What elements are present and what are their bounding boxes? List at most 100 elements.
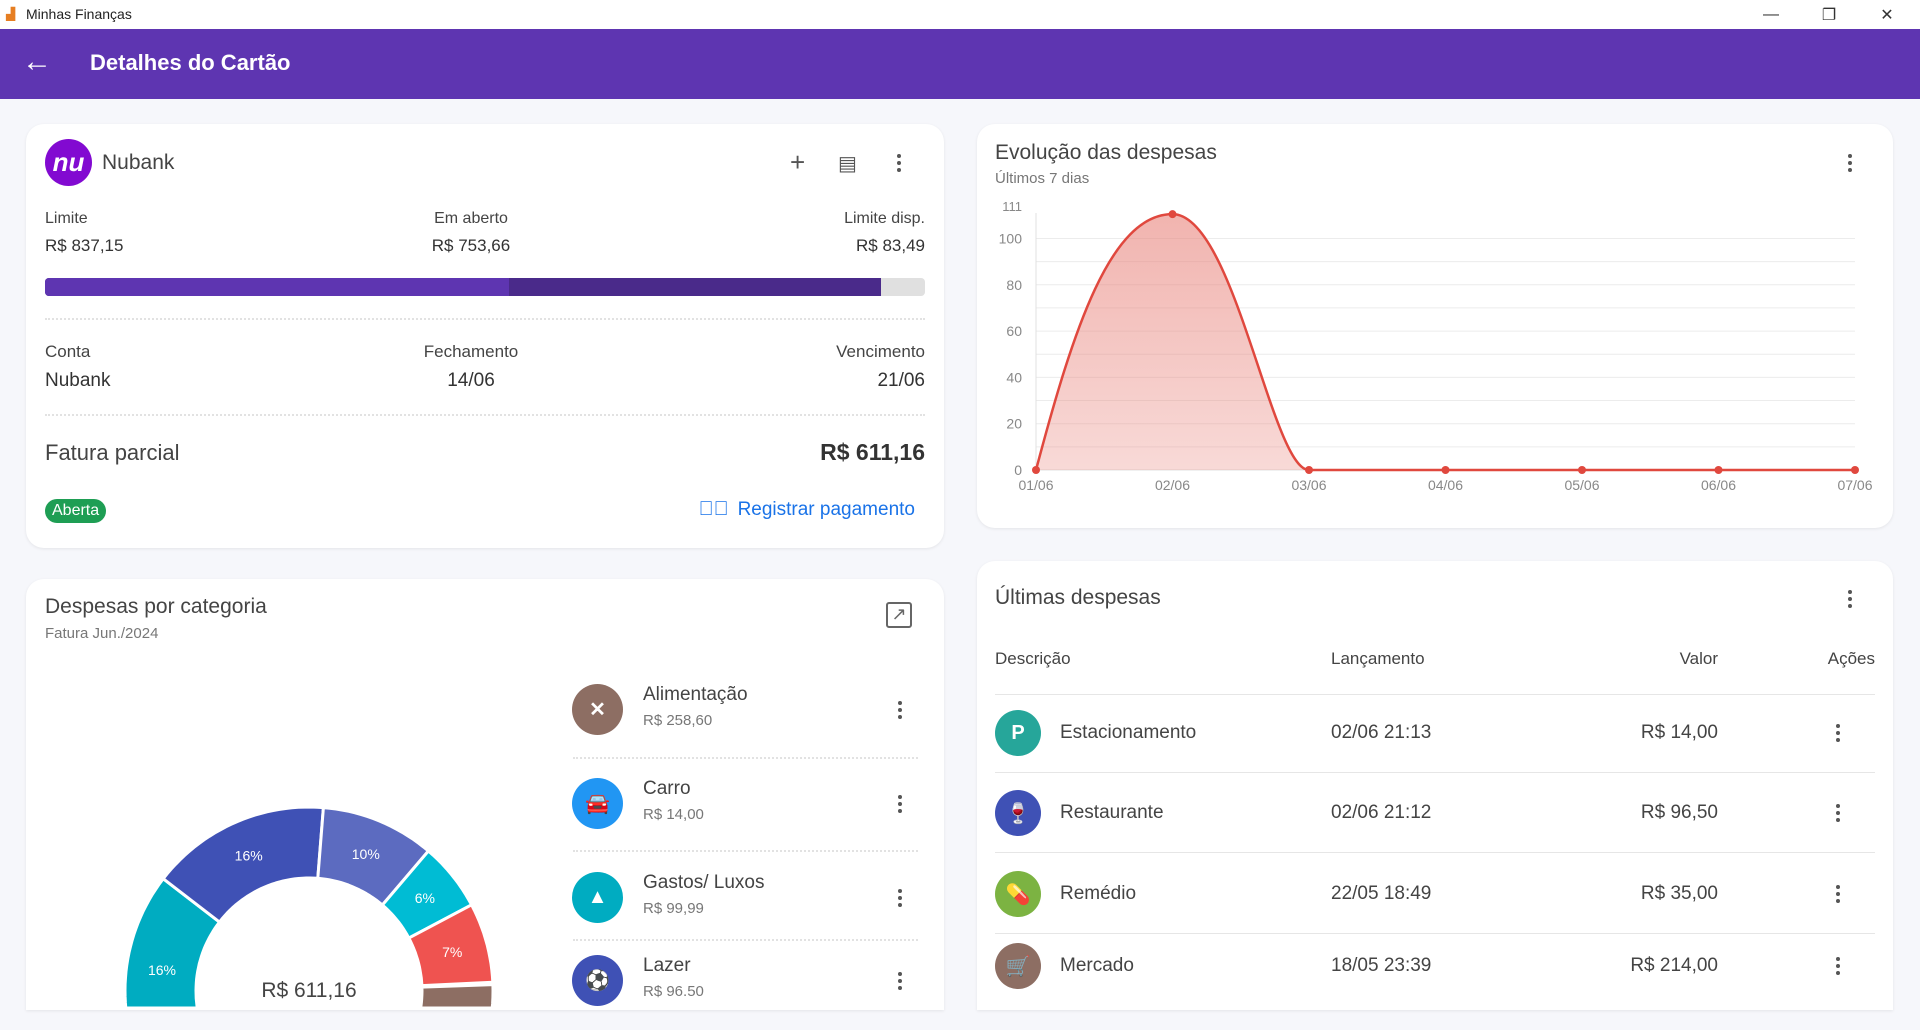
category-name: Alimentação [643, 684, 748, 705]
category-item[interactable]: ⚽ Lazer R$ 96.50 [572, 953, 932, 1007]
data-point[interactable] [1851, 466, 1859, 474]
parking-icon: P [995, 710, 1041, 756]
category-item[interactable]: 🚘 Carro R$ 14,00 [572, 776, 932, 830]
table-row[interactable]: 🍷 Restaurante 02/06 21:12 R$ 96,50 [995, 773, 1875, 853]
limite-label: Limite [45, 210, 88, 227]
col-descricao: Descrição [995, 649, 1071, 668]
evolution-chart: 0 20 40 60 80 100 111 01/06 02/06 03/06 04/06 05/06… [999, 199, 1873, 493]
x-tick-label: 03/06 [1291, 477, 1326, 493]
table-row[interactable]: 💊 Remédio 22/05 18:49 R$ 35,00 [995, 854, 1875, 934]
row-divider [995, 933, 1875, 934]
soccer-ball-icon: ⚽ [572, 955, 623, 1006]
conta-value: Nubank [45, 370, 111, 391]
card-name: Nubank [102, 151, 175, 174]
vencimento-label: Vencimento [836, 342, 925, 361]
header-divider [995, 694, 1875, 695]
table-row[interactable]: 🛒 Mercado 18/05 23:39 R$ 214,00 [995, 926, 1875, 1006]
col-valor: Valor [1679, 649, 1718, 668]
wine-glass-icon: 🍷 [995, 790, 1041, 836]
limite-disp-value: R$ 83,49 [856, 236, 925, 255]
data-point[interactable] [1168, 210, 1177, 219]
row-description: Estacionamento [1060, 722, 1197, 743]
minimize-button[interactable]: — [1763, 5, 1779, 23]
divider [45, 414, 925, 416]
data-point[interactable] [1032, 466, 1040, 474]
statement-icon[interactable]: ▤ [838, 153, 857, 175]
em-aberto-value: R$ 753,66 [431, 236, 511, 255]
limite-disp-label: Limite disp. [844, 210, 925, 227]
divider [573, 757, 918, 759]
data-point[interactable] [1305, 466, 1313, 474]
category-item[interactable]: ▲ Gastos/ Luxos R$ 99,99 [572, 870, 932, 924]
nubank-logo: nu [45, 139, 92, 186]
page-title: Detalhes do Cartão [90, 50, 291, 75]
row-description: Remédio [1060, 883, 1137, 904]
register-payment-label: Registrar pagamento [737, 498, 915, 520]
fechamento-value: 14/06 [447, 370, 495, 391]
register-payment-button[interactable]: ✓⃝ Registrar pagamento [699, 498, 915, 521]
add-icon[interactable]: + [790, 147, 806, 177]
check-circle-icon: ✓⃝ [698, 498, 729, 520]
pill-icon: 💊 [995, 871, 1041, 917]
x-tick-label: 06/06 [1701, 477, 1736, 493]
data-point[interactable] [1441, 466, 1450, 474]
row-actions-icon[interactable] [1826, 721, 1850, 745]
category-item[interactable]: ✕ Alimentação R$ 258,60 [572, 682, 932, 736]
more-icon[interactable] [888, 698, 912, 722]
row-value: R$ 96,50 [1640, 802, 1718, 823]
category-name: Lazer [643, 955, 691, 976]
slice-label: 6% [415, 890, 435, 906]
fatura-value: R$ 611,16 [820, 439, 925, 465]
y-tick-label: 111 [1002, 199, 1022, 214]
donut-slice[interactable] [407, 903, 495, 988]
slice-label: 7% [442, 944, 462, 960]
conta-label: Conta [45, 342, 91, 361]
limite-value: R$ 837,15 [45, 236, 124, 255]
more-icon[interactable] [888, 886, 912, 910]
categories-title: Despesas por categoria [45, 595, 267, 618]
slice-label: 16% [148, 962, 176, 978]
table-row[interactable]: P Estacionamento 02/06 21:13 R$ 14,00 [995, 693, 1875, 773]
car-icon: 🚘 [572, 778, 623, 829]
data-point[interactable] [1578, 466, 1586, 474]
limit-progress-bar [45, 278, 925, 296]
back-button[interactable]: ← [22, 45, 52, 78]
open-external-icon[interactable]: ↗ [886, 602, 912, 628]
row-value: R$ 14,00 [1640, 722, 1718, 743]
row-actions-icon[interactable] [1826, 882, 1850, 906]
divider [573, 939, 918, 941]
card-categories: Despesas por categoria Fatura Jun./2024 … [26, 579, 944, 1010]
more-icon[interactable] [888, 969, 912, 993]
more-icon[interactable] [1838, 151, 1862, 175]
maximize-button[interactable]: ❐ [1821, 6, 1837, 24]
divider [573, 850, 918, 852]
donut-slice[interactable] [419, 983, 495, 1010]
close-button[interactable]: ✕ [1880, 6, 1894, 24]
row-date: 02/06 21:13 [1331, 722, 1432, 743]
row-date: 02/06 21:12 [1331, 802, 1432, 823]
category-amount: R$ 99,99 [643, 900, 704, 917]
fechamento-label: Fechamento [423, 342, 519, 361]
window-title: Minhas Finanças [26, 6, 132, 22]
em-aberto-label: Em aberto [434, 210, 508, 227]
more-icon[interactable] [888, 792, 912, 816]
y-tick-label: 100 [999, 230, 1023, 246]
x-tick-label: 02/06 [1155, 477, 1190, 493]
more-icon[interactable] [1838, 587, 1862, 611]
more-icon[interactable] [887, 151, 911, 175]
row-actions-icon[interactable] [1826, 801, 1850, 825]
x-tick-label: 04/06 [1428, 477, 1463, 493]
donut-slice[interactable] [123, 877, 221, 1010]
y-tick-label: 40 [1006, 369, 1022, 385]
col-lancamento: Lançamento [1331, 649, 1425, 668]
status-badge: Aberta [45, 499, 107, 523]
row-description: Mercado [1060, 955, 1134, 976]
donut-total: R$ 611,16 [261, 979, 356, 1002]
card-details: nu Nubank + ▤ Limite R$ 837,15 Em aberto… [26, 124, 944, 548]
utensils-icon: ✕ [572, 684, 623, 735]
y-tick-label: 0 [1014, 462, 1022, 478]
row-description: Restaurante [1060, 802, 1164, 823]
row-actions-icon[interactable] [1826, 954, 1850, 978]
x-tick-label: 07/06 [1837, 477, 1872, 493]
data-point[interactable] [1714, 466, 1723, 474]
